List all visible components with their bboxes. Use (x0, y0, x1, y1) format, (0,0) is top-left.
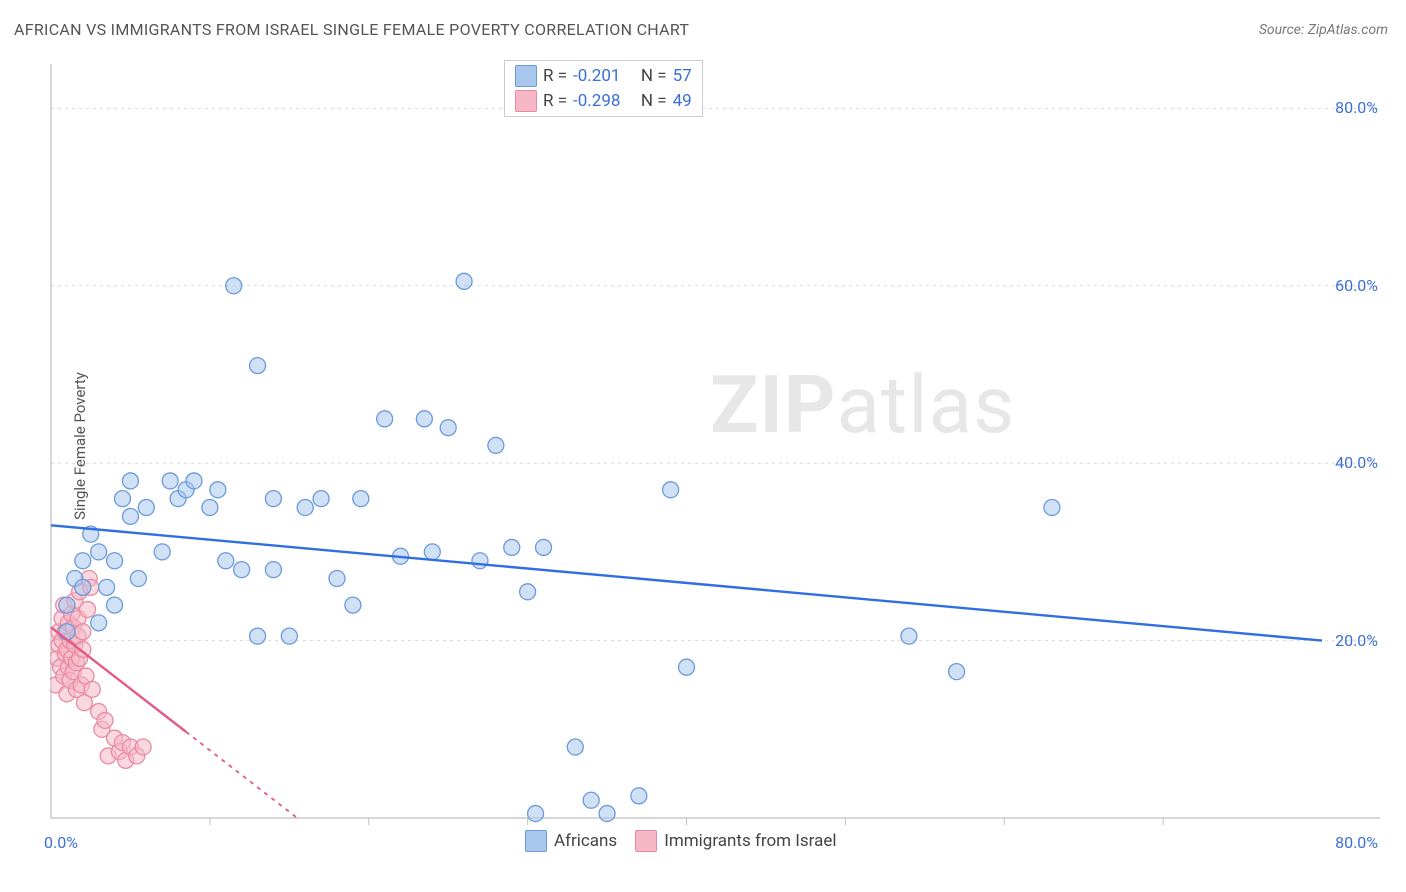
legend-label-immigrants: Immigrants from Israel (664, 831, 836, 851)
source-label: Source: (1259, 22, 1304, 38)
legend-item-immigrants: Immigrants from Israel (635, 830, 836, 852)
x-origin-label: 0.0% (44, 833, 78, 852)
plot-area: ZIPatlas R = -0.201 N = 57 R = -0.298 N … (50, 58, 1380, 848)
n-label: N = (641, 89, 667, 114)
legend-label-africans: Africans (554, 831, 617, 851)
swatch-africans-icon (525, 830, 547, 852)
n-value-africans: 57 (673, 64, 692, 89)
n-label: N = (641, 64, 667, 89)
r-value-africans: -0.201 (573, 64, 620, 89)
y-tick-label: 20.0% (1335, 631, 1378, 650)
chart-title: AFRICAN VS IMMIGRANTS FROM ISRAEL SINGLE… (14, 20, 689, 39)
swatch-africans (515, 65, 537, 87)
chart-svg (50, 58, 1380, 848)
source-name: ZipAtlas.com (1308, 22, 1388, 38)
x-max-label: 80.0% (1335, 833, 1378, 852)
swatch-immigrants-icon (635, 830, 657, 852)
r-label: R = (543, 89, 567, 114)
source-attribution: Source: ZipAtlas.com (1259, 22, 1388, 38)
legend-row-africans: R = -0.201 N = 57 (515, 64, 692, 89)
legend-row-immigrants: R = -0.298 N = 49 (515, 89, 692, 114)
y-tick-label: 40.0% (1335, 453, 1378, 472)
legend-item-africans: Africans (525, 830, 617, 852)
correlation-legend: R = -0.201 N = 57 R = -0.298 N = 49 (504, 60, 703, 117)
y-tick-label: 60.0% (1335, 276, 1378, 295)
n-value-immigrants: 49 (673, 89, 692, 114)
y-tick-label: 80.0% (1335, 98, 1378, 117)
r-value-immigrants: -0.298 (573, 89, 620, 114)
swatch-immigrants (515, 90, 537, 112)
r-label: R = (543, 64, 567, 89)
series-legend: Africans Immigrants from Israel (525, 830, 837, 852)
